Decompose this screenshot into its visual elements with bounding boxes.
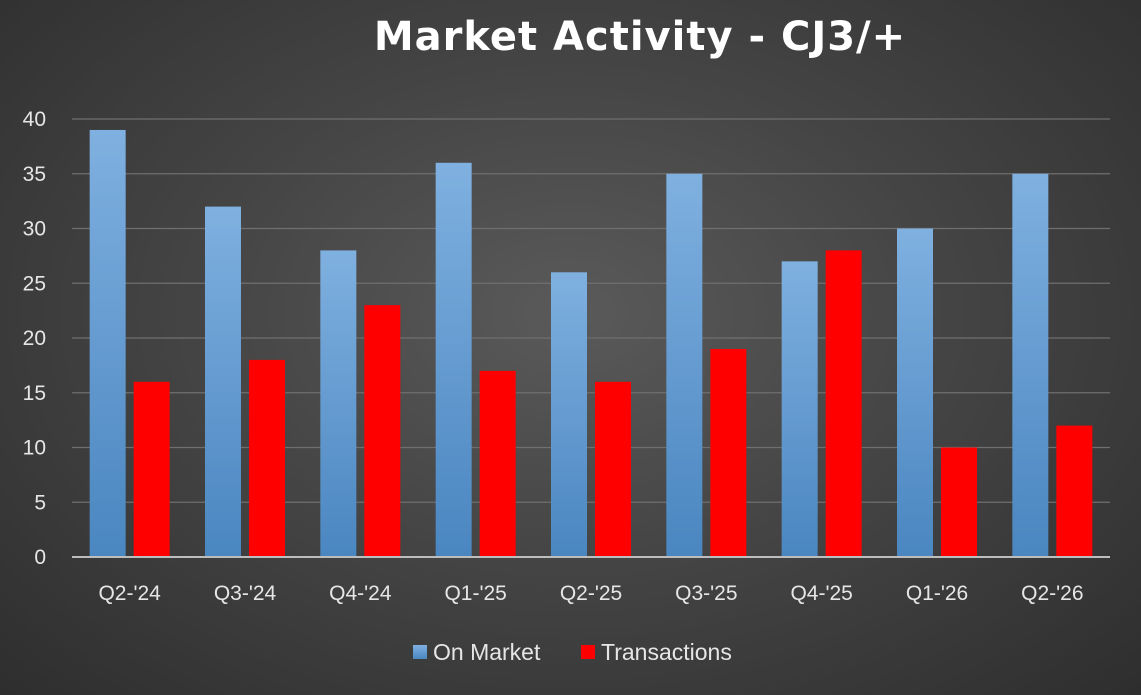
y-tick-label: 20 (23, 327, 46, 350)
bar-on-market (666, 173, 703, 557)
legend-swatch (413, 645, 427, 659)
y-tick-label: 30 (23, 218, 46, 241)
bar-on-market (89, 129, 126, 557)
x-tick-label: Q2-'24 (98, 582, 161, 605)
gridlines (72, 118, 1110, 503)
y-tick-label: 0 (34, 546, 46, 569)
y-tick-label: 35 (23, 163, 46, 186)
y-axis-tick-labels: 0 5 10 15 20 25 30 35 40 (23, 108, 46, 569)
x-tick-label: Q3-'24 (214, 582, 277, 605)
bar-on-market (320, 250, 357, 557)
y-tick-label: 5 (34, 491, 46, 514)
bar-on-market (205, 206, 241, 557)
y-tick-label: 40 (23, 108, 46, 131)
legend-swatch (581, 645, 595, 659)
bar-transactions (1056, 425, 1093, 557)
legend-label: On Market (433, 639, 541, 665)
x-tick-label: Q2-'25 (560, 582, 622, 605)
bar-transactions (249, 359, 285, 557)
y-tick-label: 15 (23, 382, 46, 405)
bar-on-market (551, 272, 587, 557)
y-tick-label: 10 (23, 437, 46, 460)
legend: On Market Transactions (413, 639, 732, 665)
x-tick-label: Q1-'25 (444, 582, 506, 605)
x-tick-label: Q1-'26 (906, 582, 968, 605)
x-tick-label: Q4-'25 (790, 582, 852, 605)
bar-on-market (897, 228, 933, 557)
legend-label: Transactions (601, 639, 732, 665)
bar-transactions (595, 381, 631, 557)
bar-on-market (781, 261, 818, 557)
bar-transactions (710, 348, 747, 557)
bar-on-market (435, 162, 472, 558)
chart-title: Market Activity - CJ3/+ (374, 14, 906, 60)
bar-transactions (825, 250, 862, 557)
bar-transactions (479, 370, 516, 557)
bar-transactions (941, 447, 977, 557)
x-tick-label: Q4-'24 (329, 582, 392, 605)
bar-transactions (133, 381, 170, 557)
x-tick-label: Q3-'25 (675, 582, 737, 605)
y-tick-label: 25 (23, 272, 46, 295)
bar-on-market (1012, 173, 1049, 557)
x-axis-tick-labels: Q2-'24 Q3-'24 Q4-'24 Q1-'25 Q2-'25 Q3-'25 Q4-'… (98, 582, 1083, 605)
bar-transactions (364, 305, 401, 557)
bars (89, 129, 1093, 558)
x-tick-label: Q2-'26 (1021, 582, 1083, 605)
